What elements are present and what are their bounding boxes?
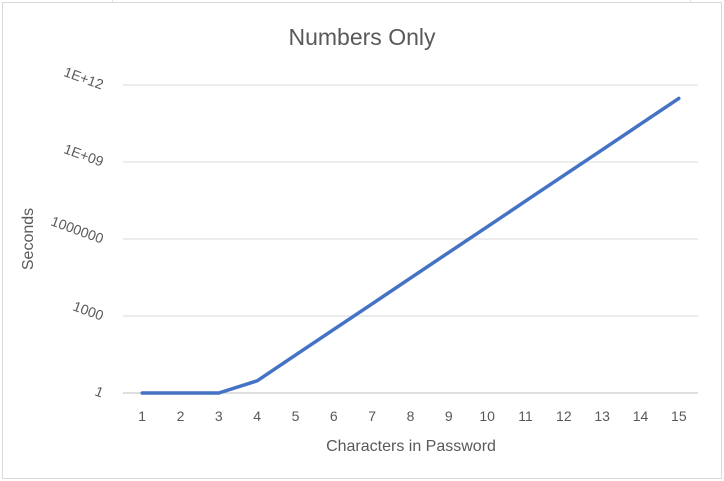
x-tick-label: 10: [479, 408, 495, 424]
x-tick-label: 7: [368, 408, 376, 424]
x-tick-label: 15: [671, 408, 687, 424]
x-tick-label: 6: [330, 408, 338, 424]
x-tick-label: 5: [292, 408, 300, 424]
x-axis-tick-labels: 1 2 3 4 5 6 7 8 9 10 11 12 13 14 15: [138, 408, 687, 424]
y-axis-tick-labels: 1 1000 1000000 1E+09 1E+12: [49, 64, 106, 401]
series-line: [140, 96, 681, 395]
y-tick-label: 1: [93, 383, 106, 401]
x-tick-label: 14: [633, 408, 649, 424]
x-tick-label: 1: [138, 408, 146, 424]
line-chart: Numbers Only Seconds Characters in Passw…: [20, 24, 698, 455]
y-tick-label: 1000000: [49, 213, 106, 247]
x-tick-label: 3: [215, 408, 223, 424]
x-tick-label: 12: [556, 408, 572, 424]
series-lines: [140, 96, 681, 395]
x-tick-label: 8: [407, 408, 415, 424]
chart-title: Numbers Only: [289, 24, 436, 50]
x-tick-label: 9: [445, 408, 453, 424]
x-tick-label: 11: [518, 408, 533, 424]
y-tick-label: 1000: [71, 298, 106, 324]
y-tick-label: 1E+12: [62, 64, 106, 93]
x-tick-label: 13: [594, 408, 610, 424]
y-axis-title: Seconds: [20, 208, 37, 270]
x-axis-title: Characters in Password: [326, 438, 496, 455]
y-tick-label: 1E+09: [62, 141, 106, 170]
x-tick-label: 2: [177, 408, 185, 424]
x-tick-label: 4: [253, 408, 261, 424]
gridlines: [123, 84, 698, 394]
cell-divider: [112, 0, 113, 2]
cell-divider: [690, 0, 691, 2]
